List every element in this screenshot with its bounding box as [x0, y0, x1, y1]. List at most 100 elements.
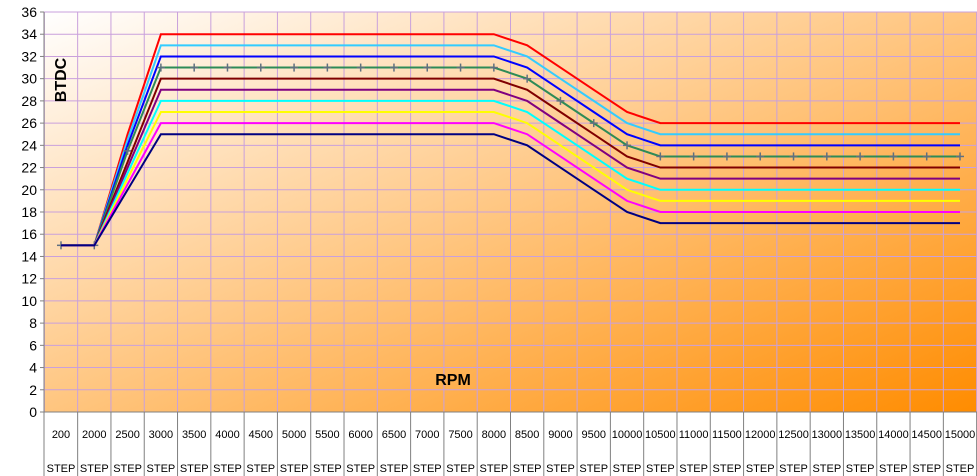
x-tick-labels: 200 STEP 2000 STEP 2500 STEP 3000 STEP 3500 STEP 4…: [47, 429, 976, 475]
y-tick-label: 34: [21, 26, 37, 42]
series-line-2: [61, 44, 960, 247]
series-point: [523, 74, 532, 83]
series-point: [356, 63, 365, 72]
x-axis-title: RPM: [435, 372, 471, 389]
series-lines: [57, 33, 964, 250]
series-point: [822, 152, 831, 161]
x-tick-label: 14500: [911, 429, 942, 441]
x-tick-suffix: STEP: [746, 463, 775, 475]
x-tick-suffix: STEP: [546, 463, 575, 475]
x-tick-suffix: STEP: [80, 463, 109, 475]
y-tick-label: 24: [21, 137, 37, 153]
series-point: [956, 152, 964, 161]
x-tick-label: 4000: [215, 429, 239, 441]
x-tick-label: 13500: [845, 429, 876, 441]
x-tick-label: 8500: [515, 429, 539, 441]
y-tick-label: 10: [21, 293, 37, 309]
x-tick-suffix: STEP: [946, 463, 975, 475]
x-tick-suffix: STEP: [613, 463, 642, 475]
series-line-1: [61, 33, 960, 247]
y-tick-label: 18: [21, 204, 37, 220]
y-tick-label: 16: [21, 226, 37, 242]
x-tick-label: 3000: [149, 429, 173, 441]
x-tick-label: 15000: [945, 429, 976, 441]
axes: [40, 11, 977, 476]
y-tick-label: 20: [21, 182, 37, 198]
x-tick-label: 2000: [82, 429, 106, 441]
x-tick-suffix: STEP: [679, 463, 708, 475]
series-line-7: [61, 99, 960, 247]
x-tick-suffix: STEP: [779, 463, 808, 475]
series-point: [489, 63, 498, 72]
x-tick-suffix: STEP: [646, 463, 675, 475]
series-line-3: [61, 55, 960, 247]
x-tick-suffix: STEP: [380, 463, 409, 475]
x-tick-suffix: STEP: [713, 463, 742, 475]
x-tick-suffix: STEP: [846, 463, 875, 475]
y-tick-label: 8: [29, 315, 37, 331]
series-point: [223, 63, 232, 72]
series-line-5: [61, 77, 960, 247]
series-point: [190, 63, 199, 72]
x-tick-label: 13000: [812, 429, 843, 441]
x-tick-suffix: STEP: [246, 463, 275, 475]
x-tick-suffix: STEP: [812, 463, 841, 475]
series-line-6: [61, 88, 960, 247]
x-tick-label: 2500: [115, 429, 139, 441]
x-tick-suffix: STEP: [912, 463, 941, 475]
series-point: [323, 63, 332, 72]
y-tick-label: 4: [29, 360, 37, 376]
x-tick-suffix: STEP: [113, 463, 142, 475]
y-tick-label: 30: [21, 71, 37, 87]
x-tick-label: 9000: [548, 429, 572, 441]
y-tick-label: 6: [29, 337, 37, 353]
series-point: [290, 63, 299, 72]
series-line-10: [61, 133, 960, 247]
x-tick-suffix: STEP: [280, 463, 309, 475]
x-tick-suffix: STEP: [47, 463, 76, 475]
y-tick-label: 2: [29, 382, 37, 398]
series-point: [889, 152, 898, 161]
series-point: [856, 152, 865, 161]
series-point: [656, 152, 665, 161]
y-tick-label: 28: [21, 93, 37, 109]
y-tick-label: 26: [21, 115, 37, 131]
y-axis-title: BTDC: [53, 57, 70, 102]
series-point: [722, 152, 731, 161]
x-tick-label: 10500: [645, 429, 676, 441]
x-tick-label: 5000: [282, 429, 306, 441]
series-point: [756, 152, 765, 161]
x-tick-label: 8000: [482, 429, 506, 441]
x-tick-label: 11000: [679, 429, 709, 441]
series-point: [123, 146, 132, 155]
x-tick-label: 3500: [182, 429, 206, 441]
series-point: [689, 152, 698, 161]
series-point: [623, 141, 632, 150]
x-tick-suffix: STEP: [513, 463, 542, 475]
y-tick-label: 32: [21, 48, 37, 64]
x-tick-label: 12000: [745, 429, 776, 441]
x-tick-label: 14000: [878, 429, 909, 441]
series-point: [156, 63, 165, 72]
series-point: [456, 63, 465, 72]
x-tick-suffix: STEP: [147, 463, 176, 475]
x-tick-label: 12500: [778, 429, 809, 441]
x-tick-suffix: STEP: [413, 463, 442, 475]
x-tick-label: 9500: [581, 429, 605, 441]
series-line-9: [61, 122, 960, 247]
y-tick-label: 22: [21, 160, 37, 176]
y-tick-label: 36: [21, 4, 37, 20]
x-tick-label: 7500: [448, 429, 472, 441]
x-tick-label: 6500: [382, 429, 406, 441]
x-tick-suffix: STEP: [579, 463, 608, 475]
series-point: [556, 96, 565, 105]
y-tick-label: 0: [29, 404, 37, 420]
series-line-8: [61, 111, 960, 247]
series-line-4: [61, 66, 960, 247]
x-tick-suffix: STEP: [479, 463, 508, 475]
x-tick-suffix: STEP: [446, 463, 475, 475]
x-tick-suffix: STEP: [313, 463, 342, 475]
y-tick-label: 12: [21, 271, 37, 287]
